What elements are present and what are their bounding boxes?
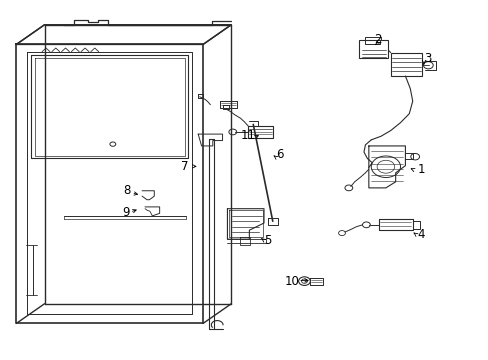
Text: 11: 11 — [241, 129, 255, 142]
Bar — [358, 40, 387, 58]
Text: 4: 4 — [416, 228, 424, 241]
Text: 1: 1 — [416, 163, 424, 176]
Bar — [390, 53, 422, 76]
Text: 7: 7 — [181, 160, 188, 173]
Text: 6: 6 — [275, 148, 283, 161]
Text: 5: 5 — [264, 234, 271, 247]
Text: 8: 8 — [122, 184, 130, 197]
Text: 10: 10 — [285, 275, 299, 288]
Text: 2: 2 — [373, 32, 381, 46]
Text: 9: 9 — [122, 207, 130, 220]
Text: 3: 3 — [424, 51, 431, 64]
